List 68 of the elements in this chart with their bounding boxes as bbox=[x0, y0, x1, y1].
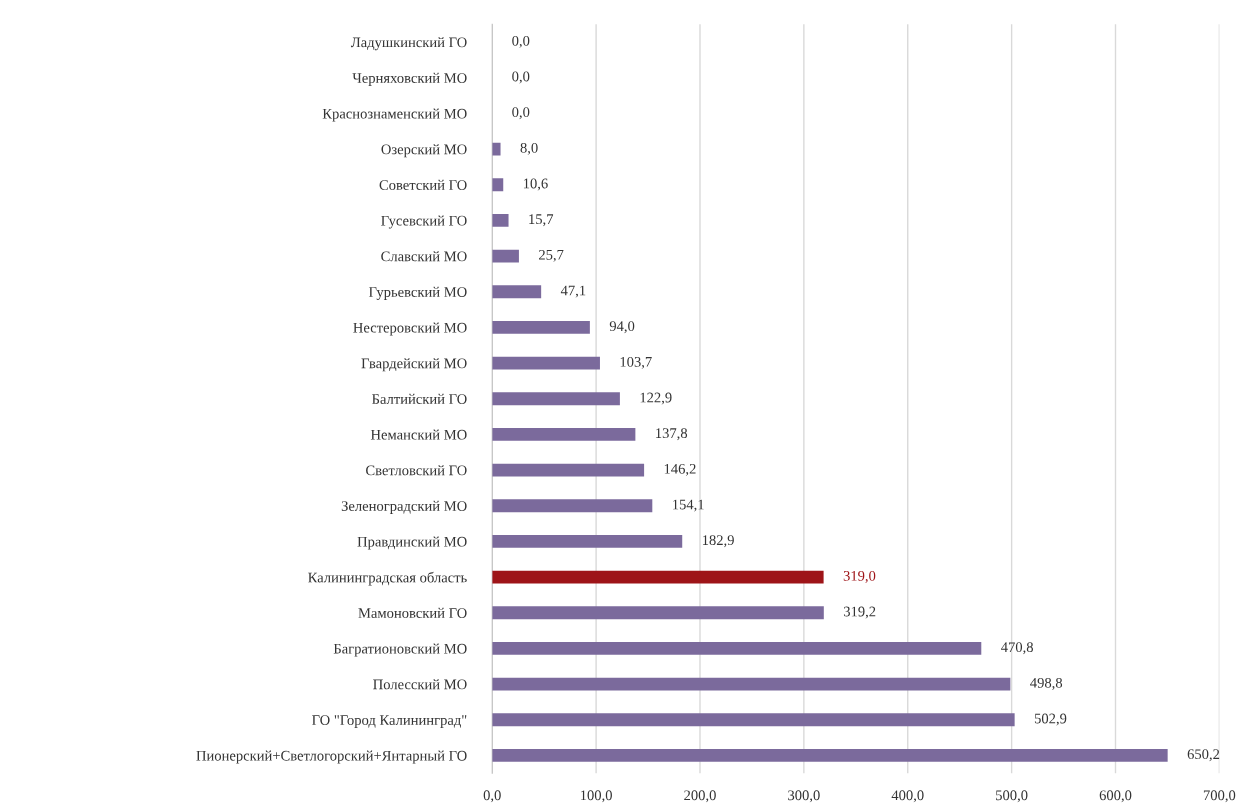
bar bbox=[492, 463, 645, 477]
y-tick-label: Ладушкинский ГО bbox=[350, 37, 467, 51]
y-tick-label: Советский ГО bbox=[379, 179, 467, 190]
bar bbox=[492, 499, 653, 513]
data-label: 94,0 bbox=[609, 321, 635, 334]
bar bbox=[492, 178, 504, 192]
bar bbox=[492, 320, 590, 334]
x-tick-label: 200,0 bbox=[684, 790, 716, 803]
bar bbox=[492, 713, 1015, 727]
y-tick-label: Балтийский ГО bbox=[372, 393, 467, 404]
data-label: 10,6 bbox=[523, 178, 548, 191]
y-tick-label: Неманский МО bbox=[370, 429, 467, 440]
bar bbox=[492, 749, 1168, 762]
data-label: 137,8 bbox=[656, 428, 688, 441]
y-tick-label: Гусевский ГО bbox=[381, 215, 467, 229]
y-tick-label: Зеленоградский МО bbox=[341, 500, 467, 514]
bar bbox=[492, 392, 620, 406]
y-tick-label: Славский МО bbox=[381, 251, 467, 262]
data-label: 470,8 bbox=[1001, 642, 1033, 655]
data-label: 25,7 bbox=[539, 249, 564, 262]
y-tick-label: Краснознаменский МО bbox=[322, 108, 467, 122]
y-tick-label: Пионерский+Светлогорский+Янтарный ГО bbox=[196, 750, 467, 764]
y-tick-label: Озерский МО bbox=[381, 144, 467, 158]
data-label: 0,0 bbox=[512, 107, 530, 120]
y-tick-label: Нестеровский МО bbox=[353, 322, 467, 336]
bar bbox=[492, 606, 824, 620]
data-label: 650,2 bbox=[1187, 749, 1220, 762]
bar bbox=[492, 642, 982, 655]
data-label: 154,1 bbox=[673, 499, 704, 512]
x-tick-label: 300,0 bbox=[788, 790, 820, 803]
bar bbox=[492, 428, 636, 441]
data-label: 0,0 bbox=[512, 35, 530, 48]
data-label: 319,2 bbox=[843, 606, 876, 619]
bar bbox=[492, 677, 1011, 691]
y-tick-label: Черняховский МО bbox=[352, 72, 467, 86]
bar bbox=[492, 285, 542, 299]
bar bbox=[492, 570, 824, 584]
y-tick-label: Багратионовский МО bbox=[333, 643, 467, 657]
data-label: 0,0 bbox=[512, 71, 530, 84]
x-tick-label: 700,0 bbox=[1203, 790, 1236, 803]
y-tick-label: Правдинский МО bbox=[357, 536, 467, 550]
bar bbox=[492, 142, 501, 156]
data-label: 15,7 bbox=[529, 214, 554, 227]
y-tick-label: Гурьевский МО bbox=[368, 286, 467, 300]
x-tick-label: 100,0 bbox=[580, 790, 612, 803]
bar bbox=[492, 535, 683, 548]
y-tick-label: Гвардейский МО bbox=[361, 358, 467, 372]
y-tick-label: Мамоновский ГО bbox=[358, 607, 467, 618]
data-label: 498,8 bbox=[1030, 677, 1063, 690]
y-tick-label: Калининградская область bbox=[308, 571, 467, 586]
x-tick-label: 600,0 bbox=[1099, 790, 1132, 803]
data-label: 103,7 bbox=[620, 356, 652, 369]
bar bbox=[492, 356, 600, 370]
bar bbox=[492, 213, 509, 227]
data-label: 502,9 bbox=[1034, 713, 1067, 726]
data-label: 8,0 bbox=[520, 142, 538, 155]
bar bbox=[492, 249, 519, 263]
data-label: 146,2 bbox=[664, 463, 696, 476]
data-label: 47,1 bbox=[560, 285, 586, 298]
data-label: 182,9 bbox=[702, 535, 734, 548]
x-tick-label: 500,0 bbox=[996, 790, 1028, 803]
x-tick-label: 400,0 bbox=[891, 790, 924, 803]
y-tick-label: ГО "Город Калининград" bbox=[312, 715, 467, 728]
y-tick-label: Светловский ГО bbox=[366, 465, 467, 476]
data-label: 319,0 bbox=[843, 570, 876, 583]
x-tick-label: 0,0 bbox=[483, 790, 501, 803]
data-label: 122,9 bbox=[640, 392, 672, 405]
y-tick-label: Полесский МО bbox=[373, 679, 467, 690]
